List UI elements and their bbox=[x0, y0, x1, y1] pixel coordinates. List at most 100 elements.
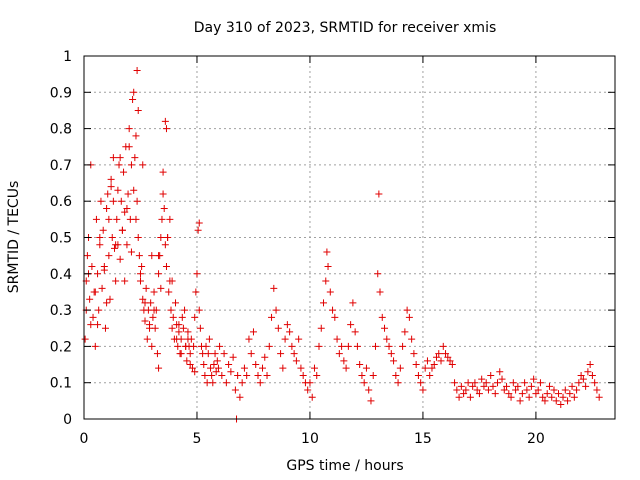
data-point bbox=[383, 335, 391, 343]
data-point bbox=[178, 313, 186, 321]
data-point bbox=[306, 379, 314, 387]
data-point bbox=[442, 350, 450, 358]
data-point bbox=[148, 252, 156, 260]
data-point bbox=[141, 317, 149, 325]
data-point bbox=[555, 390, 563, 398]
data-point bbox=[162, 263, 170, 271]
data-point bbox=[539, 393, 547, 401]
data-point bbox=[349, 299, 357, 307]
data-point bbox=[162, 125, 170, 133]
data-point bbox=[299, 371, 307, 379]
data-point bbox=[236, 393, 244, 401]
data-point bbox=[344, 342, 352, 350]
data-point bbox=[194, 226, 202, 234]
data-point bbox=[254, 371, 262, 379]
data-point bbox=[566, 390, 574, 398]
data-point bbox=[231, 386, 239, 394]
data-point bbox=[516, 397, 524, 405]
data-point bbox=[202, 342, 210, 350]
data-point bbox=[134, 106, 142, 114]
data-point bbox=[399, 342, 407, 350]
y-tick-label: 1 bbox=[63, 49, 72, 65]
data-point bbox=[385, 342, 393, 350]
data-point bbox=[164, 234, 172, 241]
data-point bbox=[172, 299, 180, 307]
data-point bbox=[265, 342, 273, 350]
data-point bbox=[464, 379, 472, 387]
data-point bbox=[100, 263, 108, 271]
data-point bbox=[530, 375, 538, 383]
data-point bbox=[167, 306, 175, 314]
data-point bbox=[114, 186, 122, 194]
data-point bbox=[116, 255, 124, 263]
data-point bbox=[249, 328, 257, 336]
data-point bbox=[295, 335, 303, 343]
data-point bbox=[532, 390, 540, 398]
data-point bbox=[141, 299, 149, 307]
data-point bbox=[448, 361, 456, 369]
data-point bbox=[279, 364, 287, 372]
data-point bbox=[177, 350, 185, 358]
data-point bbox=[351, 328, 359, 336]
data-point bbox=[428, 364, 436, 372]
data-point bbox=[268, 313, 276, 321]
data-point bbox=[225, 361, 233, 369]
data-point bbox=[103, 204, 111, 212]
data-point bbox=[320, 299, 328, 307]
data-point bbox=[116, 154, 124, 162]
data-point bbox=[186, 350, 194, 358]
data-point bbox=[245, 335, 253, 343]
data-point bbox=[200, 361, 208, 369]
data-point bbox=[259, 364, 267, 372]
y-tick-label: 0.6 bbox=[50, 194, 72, 210]
data-point bbox=[552, 397, 560, 405]
data-point bbox=[564, 397, 572, 405]
data-point bbox=[247, 350, 255, 358]
data-point bbox=[98, 284, 106, 292]
data-point bbox=[191, 368, 199, 376]
data-point bbox=[159, 168, 167, 176]
data-point bbox=[174, 342, 182, 350]
data-point bbox=[95, 306, 103, 314]
data-point bbox=[212, 368, 220, 376]
x-tick-label: 0 bbox=[80, 431, 89, 447]
data-point bbox=[439, 342, 447, 350]
data-point bbox=[390, 357, 398, 365]
data-point bbox=[211, 350, 219, 358]
data-point bbox=[157, 284, 165, 292]
axis-ticks bbox=[83, 55, 615, 420]
data-point bbox=[86, 295, 94, 303]
data-point bbox=[460, 390, 468, 398]
data-point bbox=[183, 357, 191, 365]
data-point bbox=[371, 342, 379, 350]
data-point bbox=[333, 335, 341, 343]
data-point bbox=[208, 371, 216, 379]
data-point bbox=[181, 306, 189, 314]
data-point bbox=[505, 390, 513, 398]
data-point bbox=[130, 88, 138, 96]
data-point bbox=[437, 357, 445, 365]
data-point bbox=[545, 382, 553, 390]
x-tick-label: 5 bbox=[193, 431, 202, 447]
data-point bbox=[133, 67, 141, 75]
data-point bbox=[190, 342, 198, 350]
data-point bbox=[410, 350, 418, 358]
data-point bbox=[132, 215, 140, 223]
x-tick-label: 15 bbox=[414, 431, 432, 447]
data-point bbox=[586, 361, 594, 369]
data-point bbox=[582, 382, 590, 390]
data-point bbox=[491, 390, 499, 398]
data-point bbox=[387, 350, 395, 358]
data-point bbox=[381, 324, 389, 332]
data-point bbox=[109, 154, 117, 162]
data-point bbox=[159, 190, 167, 198]
data-point bbox=[570, 393, 578, 401]
data-point bbox=[575, 379, 583, 387]
data-point bbox=[378, 313, 386, 321]
data-point bbox=[139, 161, 147, 169]
data-point bbox=[96, 234, 104, 241]
data-point bbox=[518, 390, 526, 398]
data-point bbox=[201, 371, 209, 379]
data-point bbox=[579, 375, 587, 383]
data-point bbox=[286, 328, 294, 336]
